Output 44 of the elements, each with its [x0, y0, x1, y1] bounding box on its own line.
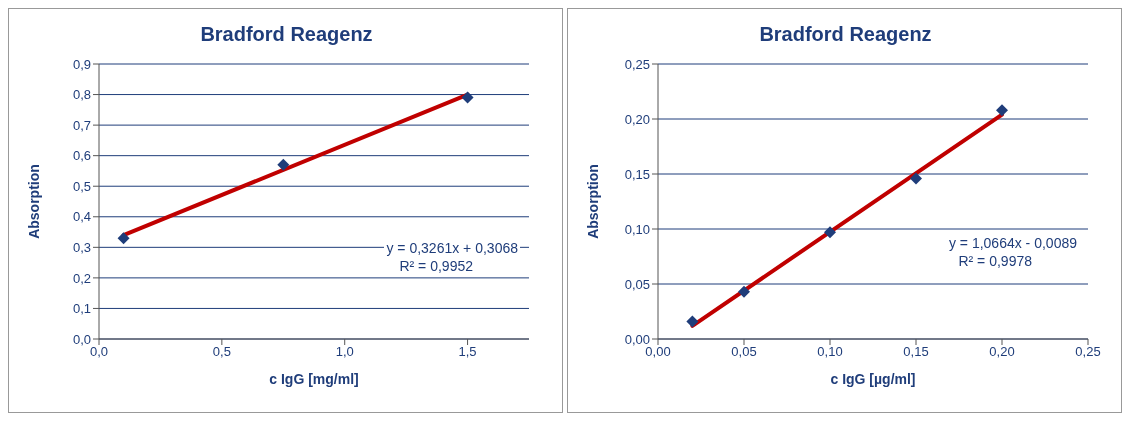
x-tick-label: 0,05 [731, 344, 757, 360]
x-tick-label: 1,5 [458, 344, 477, 360]
y-tick-label: 0,2 [72, 270, 91, 286]
annotation: R² = 0,9952 [398, 257, 474, 275]
annotation: y = 1,0664x - 0,0089 [948, 234, 1077, 252]
y-tick-label: 0,9 [72, 56, 91, 72]
y-tick-label: 0,6 [72, 148, 91, 164]
x-tick-label: 0,00 [645, 344, 671, 360]
point [461, 91, 474, 104]
y-tick-label: 0,3 [72, 239, 91, 255]
x-tick-label: 0,5 [212, 344, 231, 360]
x-tick-label: 1,0 [335, 344, 354, 360]
y-tick-label: 0,1 [72, 301, 91, 317]
x-axis-title: c IgG [mg/ml] [269, 371, 359, 387]
y-tick-label: 0,25 [624, 56, 650, 72]
y-tick-label: 0,05 [624, 276, 650, 292]
point [117, 232, 130, 245]
annotation: y = 0,3261x + 0,3068 [386, 239, 518, 257]
point [686, 315, 699, 328]
y-axis-title: Absorption [584, 164, 601, 239]
y-tick-label: 0,0 [72, 331, 91, 347]
y-tick-label: 0,5 [72, 178, 91, 194]
y-tick-label: 0,15 [624, 166, 650, 182]
y-tick-label: 0,7 [72, 117, 91, 133]
point [996, 104, 1008, 117]
x-axis-title: c IgG [µg/ml] [830, 371, 916, 387]
y-tick-label: 0,20 [624, 111, 650, 127]
y-axis-title: Absorption [25, 164, 42, 239]
point [277, 158, 290, 171]
x-tick-label: 0,15 [903, 344, 929, 360]
point [824, 226, 836, 239]
y-tick-label: 0,8 [72, 87, 91, 103]
point [738, 285, 750, 298]
x-tick-label: 0,20 [989, 344, 1015, 360]
point [910, 172, 922, 185]
x-tick-label: 0,10 [817, 344, 843, 360]
annotation: R² = 0,9978 [957, 252, 1033, 270]
chart-title: Bradford Reagenz [199, 23, 374, 46]
y-tick-label: 0,10 [624, 221, 650, 237]
chart-title: Bradford Reagenz [758, 23, 933, 46]
y-tick-label: 0,4 [72, 209, 91, 225]
y-tick-label: 0,00 [624, 331, 650, 347]
x-tick-label: 0,25 [1075, 344, 1101, 360]
x-tick-label: 0,0 [89, 344, 109, 360]
